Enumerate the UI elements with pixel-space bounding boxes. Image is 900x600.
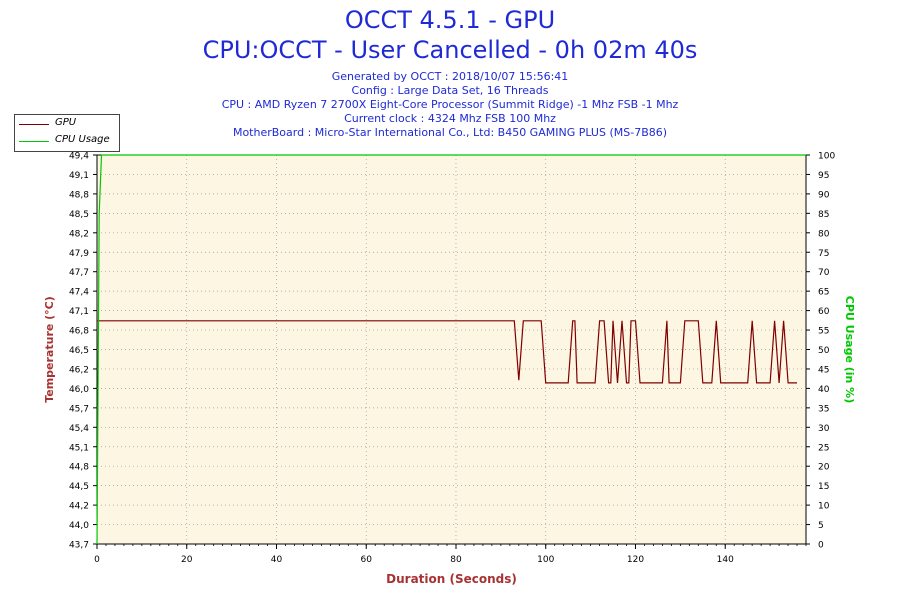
cpu-info: CPU : AMD Ryzen 7 2700X Eight-Core Proce… bbox=[221, 98, 679, 111]
y-right-tick-label: 40 bbox=[818, 385, 830, 395]
y-tick-label: 44,8 bbox=[69, 463, 89, 473]
y-right-tick-label: 20 bbox=[818, 463, 830, 473]
y-right-axis-label: CPU Usage (in %) bbox=[843, 296, 856, 403]
y-right-tick-label: 70 bbox=[818, 268, 830, 278]
y-right-tick-label: 45 bbox=[818, 365, 829, 375]
y-right-tick-label: 60 bbox=[818, 307, 830, 317]
y-tick-label: 47,9 bbox=[69, 249, 89, 259]
y-right-tick-label: 0 bbox=[818, 541, 824, 551]
legend-swatch-cpu-usage bbox=[19, 141, 49, 142]
y-tick-label: 48,5 bbox=[69, 210, 89, 220]
y-tick-label: 45,4 bbox=[69, 424, 89, 434]
y-tick-label: 47,4 bbox=[69, 288, 89, 298]
y-right-tick-label: 15 bbox=[818, 482, 829, 492]
legend-label-gpu: GPU bbox=[55, 117, 77, 128]
legend-item-cpu-usage: CPU Usage bbox=[15, 134, 119, 148]
generated-info: Generated by OCCT : 2018/10/07 15:56:41 bbox=[331, 70, 569, 83]
x-tick-label: 80 bbox=[450, 555, 462, 565]
y-right-tick-label: 55 bbox=[818, 327, 829, 337]
y-tick-label: 48,2 bbox=[69, 229, 89, 239]
x-tick-label: 0 bbox=[94, 555, 100, 565]
legend-label-cpu-usage: CPU Usage bbox=[55, 134, 110, 145]
y-axis-label: Temperature (°C) bbox=[43, 296, 56, 403]
y-tick-label: 44,5 bbox=[69, 482, 89, 492]
y-tick-label: 46,2 bbox=[69, 365, 89, 375]
y-tick-label: 46,8 bbox=[69, 327, 89, 337]
y-tick-label: 49,1 bbox=[69, 171, 89, 181]
chart-subtitle: CPU:OCCT - User Cancelled - 0h 02m 40s bbox=[202, 36, 698, 64]
y-tick-label: 46,5 bbox=[69, 346, 89, 356]
legend-item-gpu: GPU bbox=[15, 117, 119, 131]
y-right-tick-label: 75 bbox=[818, 249, 829, 259]
y-right-tick-label: 5 bbox=[818, 521, 824, 531]
x-tick-label: 20 bbox=[181, 555, 193, 565]
series-line-cpu-usage bbox=[96, 154, 806, 545]
y-tick-label: 49,4 bbox=[69, 152, 89, 162]
y-tick-label: 43,7 bbox=[69, 541, 89, 551]
x-tick-label: 60 bbox=[361, 555, 373, 565]
y-right-tick-label: 50 bbox=[818, 346, 830, 356]
y-tick-label: 46,0 bbox=[69, 385, 89, 395]
chart-legend: GPU CPU Usage bbox=[14, 114, 120, 152]
y-right-tick-label: 80 bbox=[818, 229, 830, 239]
y-tick-label: 47,1 bbox=[69, 307, 89, 317]
y-tick-label: 44,0 bbox=[69, 521, 89, 531]
clock-info: Current clock : 4324 Mhz FSB 100 Mhz bbox=[344, 112, 556, 125]
legend-swatch-gpu bbox=[19, 124, 49, 125]
series-line-gpu bbox=[97, 320, 797, 384]
chart-title: OCCT 4.5.1 - GPU bbox=[344, 6, 556, 34]
y-right-tick-label: 30 bbox=[818, 424, 830, 434]
y-right-tick-label: 95 bbox=[818, 171, 829, 181]
x-tick-label: 40 bbox=[271, 555, 283, 565]
x-tick-label: 140 bbox=[717, 555, 734, 565]
x-tick-label: 120 bbox=[627, 555, 644, 565]
y-right-tick-label: 10 bbox=[818, 502, 830, 512]
y-right-tick-label: 100 bbox=[818, 152, 835, 162]
y-tick-label: 45,1 bbox=[69, 443, 89, 453]
y-tick-label: 45,7 bbox=[69, 404, 89, 414]
y-right-tick-label: 90 bbox=[818, 190, 830, 200]
y-right-tick-label: 85 bbox=[818, 210, 829, 220]
x-axis-label: Duration (Seconds) bbox=[386, 572, 517, 586]
config-info: Config : Large Data Set, 16 Threads bbox=[351, 84, 549, 97]
y-tick-label: 48,8 bbox=[69, 190, 89, 200]
y-right-tick-label: 25 bbox=[818, 443, 829, 453]
plot-area bbox=[96, 154, 807, 545]
y-tick-label: 44,2 bbox=[69, 502, 89, 512]
y-tick-label: 47,7 bbox=[69, 268, 89, 278]
y-right-tick-label: 65 bbox=[818, 288, 829, 298]
y-right-tick-label: 35 bbox=[818, 404, 829, 414]
motherboard-info: MotherBoard : Micro-Star International C… bbox=[232, 126, 668, 139]
x-tick-label: 100 bbox=[537, 555, 554, 565]
